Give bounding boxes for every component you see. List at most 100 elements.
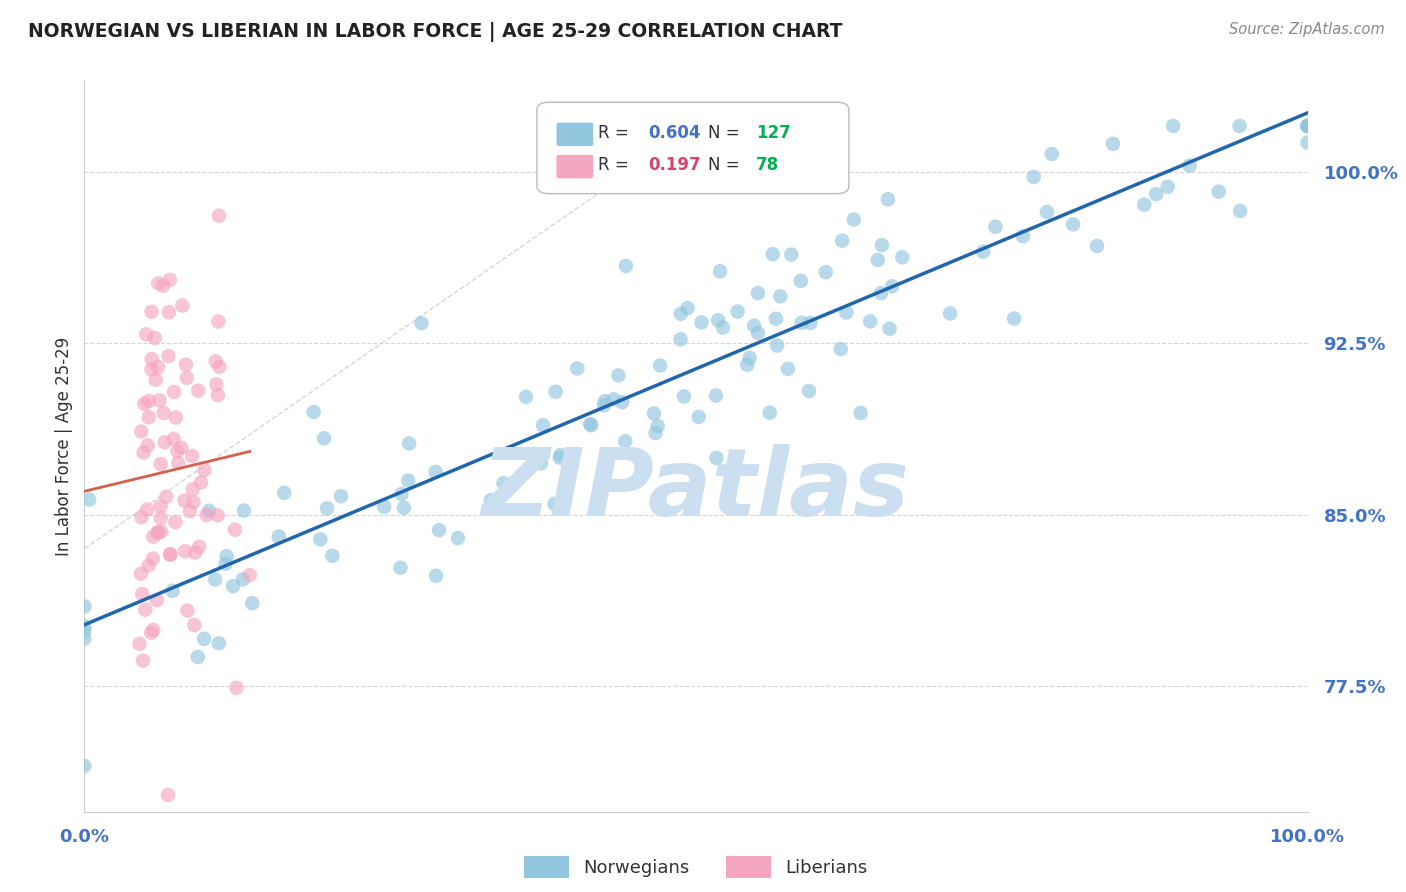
Point bbox=[163, 432, 186, 446]
Point bbox=[134, 397, 156, 411]
Point bbox=[762, 247, 785, 261]
Point bbox=[129, 566, 152, 581]
Point bbox=[1229, 204, 1251, 219]
Point bbox=[647, 419, 669, 434]
Point bbox=[644, 425, 666, 440]
Point bbox=[207, 314, 229, 328]
Point bbox=[690, 315, 713, 329]
Point bbox=[579, 417, 602, 431]
Point bbox=[984, 219, 1007, 234]
Point bbox=[146, 525, 169, 540]
Point bbox=[742, 318, 765, 333]
Point bbox=[1040, 147, 1063, 161]
Point bbox=[614, 259, 637, 273]
Point bbox=[146, 593, 169, 607]
FancyBboxPatch shape bbox=[537, 103, 849, 194]
Point bbox=[174, 544, 197, 558]
Point bbox=[165, 410, 187, 425]
Point bbox=[835, 305, 858, 319]
Point bbox=[669, 307, 692, 321]
Point bbox=[706, 450, 728, 465]
Point bbox=[738, 351, 761, 365]
Point bbox=[188, 540, 211, 554]
Point bbox=[163, 384, 186, 399]
Point bbox=[239, 568, 262, 582]
Point bbox=[195, 508, 218, 522]
Point bbox=[879, 321, 901, 335]
Text: Source: ZipAtlas.com: Source: ZipAtlas.com bbox=[1229, 22, 1385, 37]
Point bbox=[593, 398, 616, 412]
Point bbox=[1296, 136, 1319, 150]
Point bbox=[747, 286, 769, 301]
Point bbox=[1296, 119, 1319, 133]
Point bbox=[593, 394, 616, 409]
Point bbox=[548, 450, 571, 465]
Point bbox=[233, 503, 256, 517]
Point bbox=[391, 487, 413, 501]
Point bbox=[150, 524, 173, 539]
Point bbox=[73, 632, 96, 646]
Point bbox=[166, 444, 188, 458]
Text: R =: R = bbox=[598, 124, 628, 142]
Text: NORWEGIAN VS LIBERIAN IN LABOR FORCE | AGE 25-29 CORRELATION CHART: NORWEGIAN VS LIBERIAN IN LABOR FORCE | A… bbox=[28, 22, 842, 42]
Legend: Norwegians, Liberians: Norwegians, Liberians bbox=[515, 847, 877, 887]
Point bbox=[148, 393, 170, 408]
Point bbox=[688, 409, 710, 424]
Point bbox=[1296, 119, 1319, 133]
Point bbox=[204, 354, 226, 368]
Point bbox=[515, 390, 537, 404]
Point bbox=[866, 252, 889, 267]
Point bbox=[330, 489, 353, 503]
Point bbox=[859, 314, 882, 328]
Text: ZIPatlas: ZIPatlas bbox=[482, 444, 910, 536]
Point bbox=[170, 441, 193, 455]
Point bbox=[648, 359, 671, 373]
Point bbox=[870, 238, 893, 252]
Point bbox=[1036, 205, 1059, 219]
Point bbox=[589, 479, 612, 493]
Point bbox=[711, 320, 734, 334]
FancyBboxPatch shape bbox=[557, 123, 593, 146]
Point bbox=[830, 342, 852, 356]
Point bbox=[1012, 229, 1035, 244]
Point bbox=[704, 388, 727, 402]
Point bbox=[797, 384, 820, 398]
Point bbox=[208, 209, 231, 223]
Point bbox=[207, 388, 229, 402]
Point bbox=[425, 465, 447, 479]
Point bbox=[204, 573, 226, 587]
Point bbox=[207, 508, 229, 523]
Point bbox=[550, 448, 572, 462]
Point bbox=[198, 504, 221, 518]
Point bbox=[747, 326, 769, 340]
Point bbox=[176, 370, 198, 384]
Point bbox=[208, 636, 231, 650]
Point bbox=[159, 547, 181, 561]
Point bbox=[128, 637, 150, 651]
Point bbox=[176, 604, 198, 618]
Point bbox=[172, 299, 194, 313]
Point bbox=[581, 418, 603, 433]
Point bbox=[173, 493, 195, 508]
Point bbox=[1296, 119, 1319, 133]
Text: 127: 127 bbox=[756, 124, 790, 142]
Point bbox=[183, 495, 205, 509]
Point bbox=[780, 247, 803, 261]
Point bbox=[1229, 119, 1251, 133]
Point bbox=[167, 456, 190, 470]
Point bbox=[267, 529, 290, 543]
Point bbox=[709, 264, 731, 278]
Point bbox=[134, 603, 156, 617]
Point bbox=[870, 286, 893, 301]
Point bbox=[425, 568, 447, 582]
Point bbox=[766, 338, 789, 352]
Point bbox=[567, 361, 589, 376]
Point bbox=[880, 279, 903, 293]
Point bbox=[152, 278, 174, 293]
Point bbox=[1296, 119, 1319, 133]
Point bbox=[157, 788, 180, 802]
Point bbox=[73, 599, 96, 614]
Point bbox=[73, 619, 96, 633]
Point bbox=[225, 681, 247, 695]
Point bbox=[146, 524, 169, 539]
